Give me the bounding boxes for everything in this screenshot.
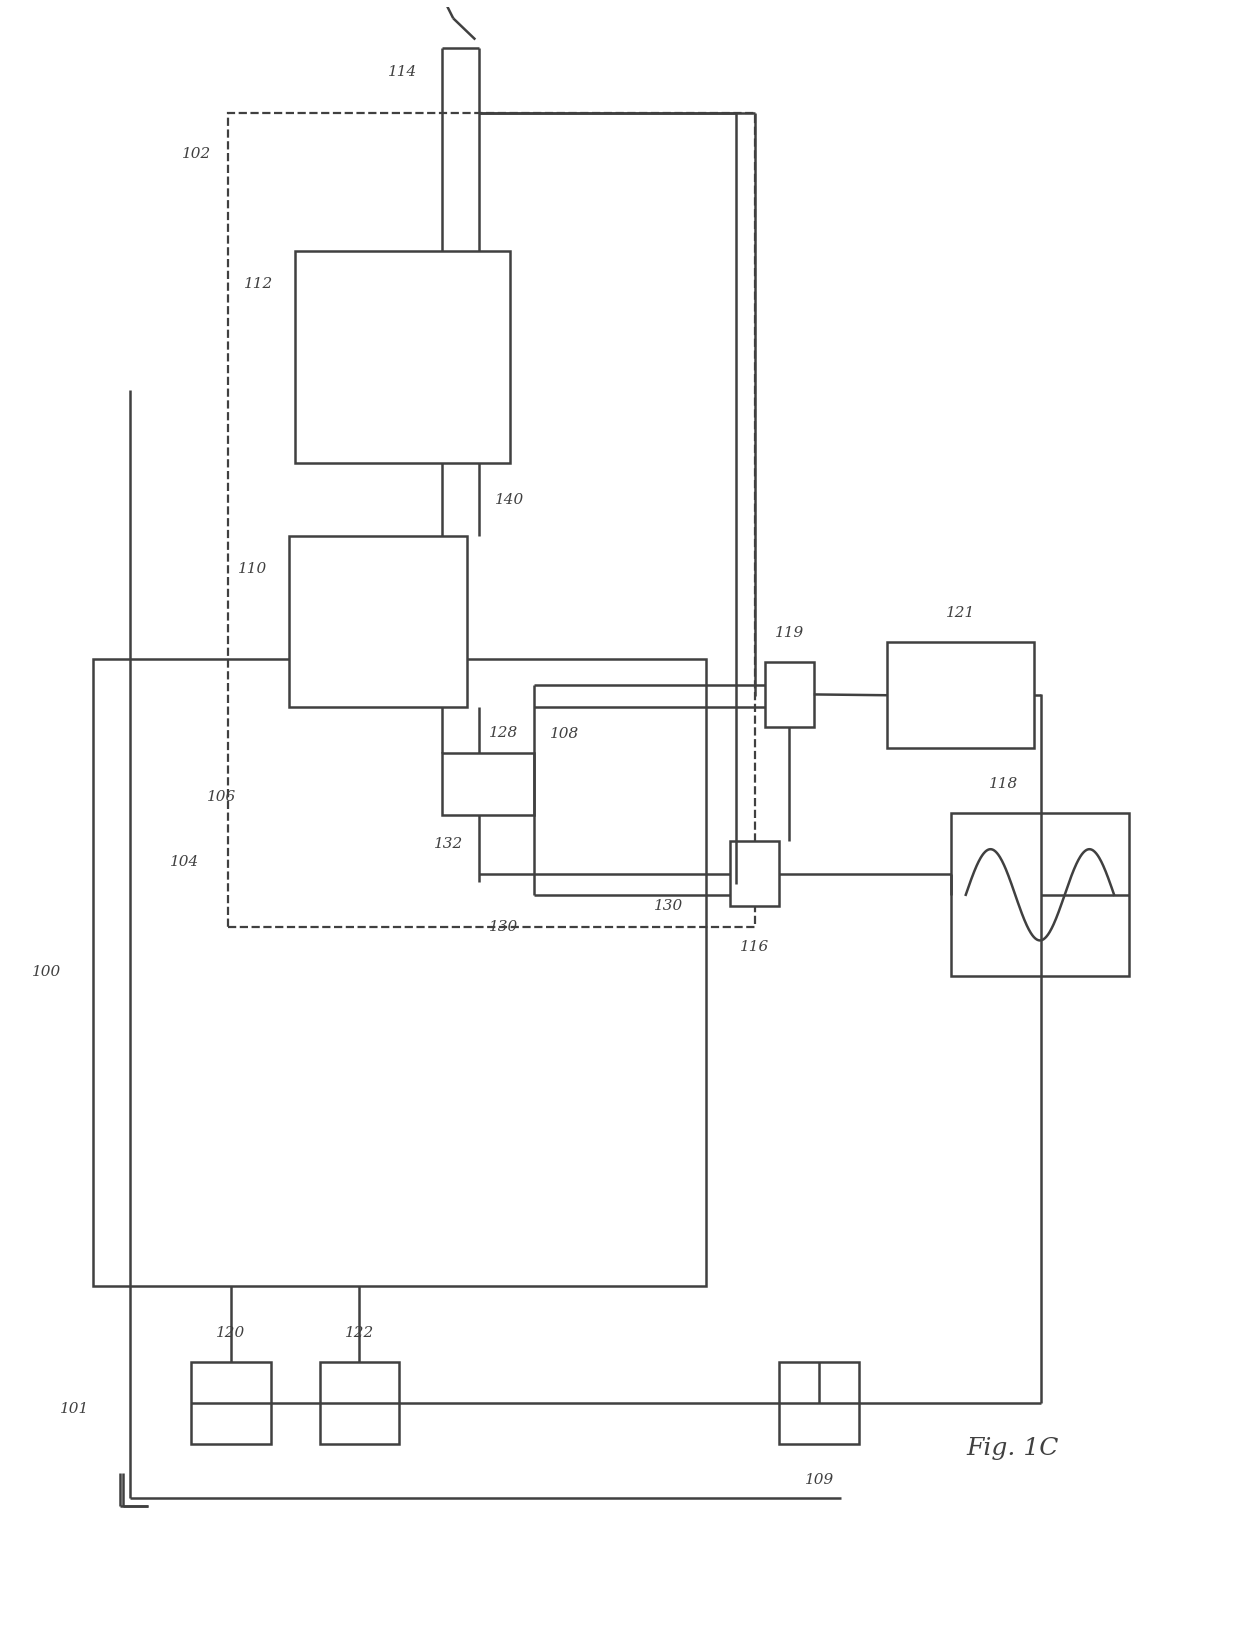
Text: 109: 109 xyxy=(805,1472,833,1487)
Bar xyxy=(295,251,510,463)
Text: 116: 116 xyxy=(740,940,770,955)
Text: 101: 101 xyxy=(60,1401,89,1416)
Bar xyxy=(730,841,780,907)
Text: 104: 104 xyxy=(170,856,200,869)
Text: 132: 132 xyxy=(434,838,463,851)
Bar xyxy=(951,813,1128,976)
Text: 108: 108 xyxy=(551,726,579,741)
Text: 100: 100 xyxy=(31,964,61,979)
Bar xyxy=(320,1362,399,1444)
Text: 140: 140 xyxy=(495,493,525,506)
Text: 130: 130 xyxy=(655,899,683,914)
Text: 102: 102 xyxy=(182,146,212,161)
Text: 120: 120 xyxy=(216,1326,246,1341)
Text: 106: 106 xyxy=(207,790,236,803)
Text: 122: 122 xyxy=(345,1326,374,1341)
Text: 118: 118 xyxy=(988,777,1018,790)
Text: 121: 121 xyxy=(946,606,976,619)
Text: 112: 112 xyxy=(244,278,273,291)
Bar xyxy=(228,113,755,927)
Text: 110: 110 xyxy=(238,562,267,577)
Bar xyxy=(443,752,534,815)
Bar xyxy=(765,662,813,726)
Bar xyxy=(191,1362,270,1444)
Text: 130: 130 xyxy=(489,920,518,935)
Bar xyxy=(888,642,1034,748)
Text: Fig. 1C: Fig. 1C xyxy=(966,1438,1059,1461)
Text: 114: 114 xyxy=(388,66,418,79)
Bar xyxy=(289,536,466,708)
Bar xyxy=(780,1362,859,1444)
Text: 128: 128 xyxy=(489,726,518,739)
Text: 119: 119 xyxy=(775,626,804,639)
Bar xyxy=(93,659,706,1286)
